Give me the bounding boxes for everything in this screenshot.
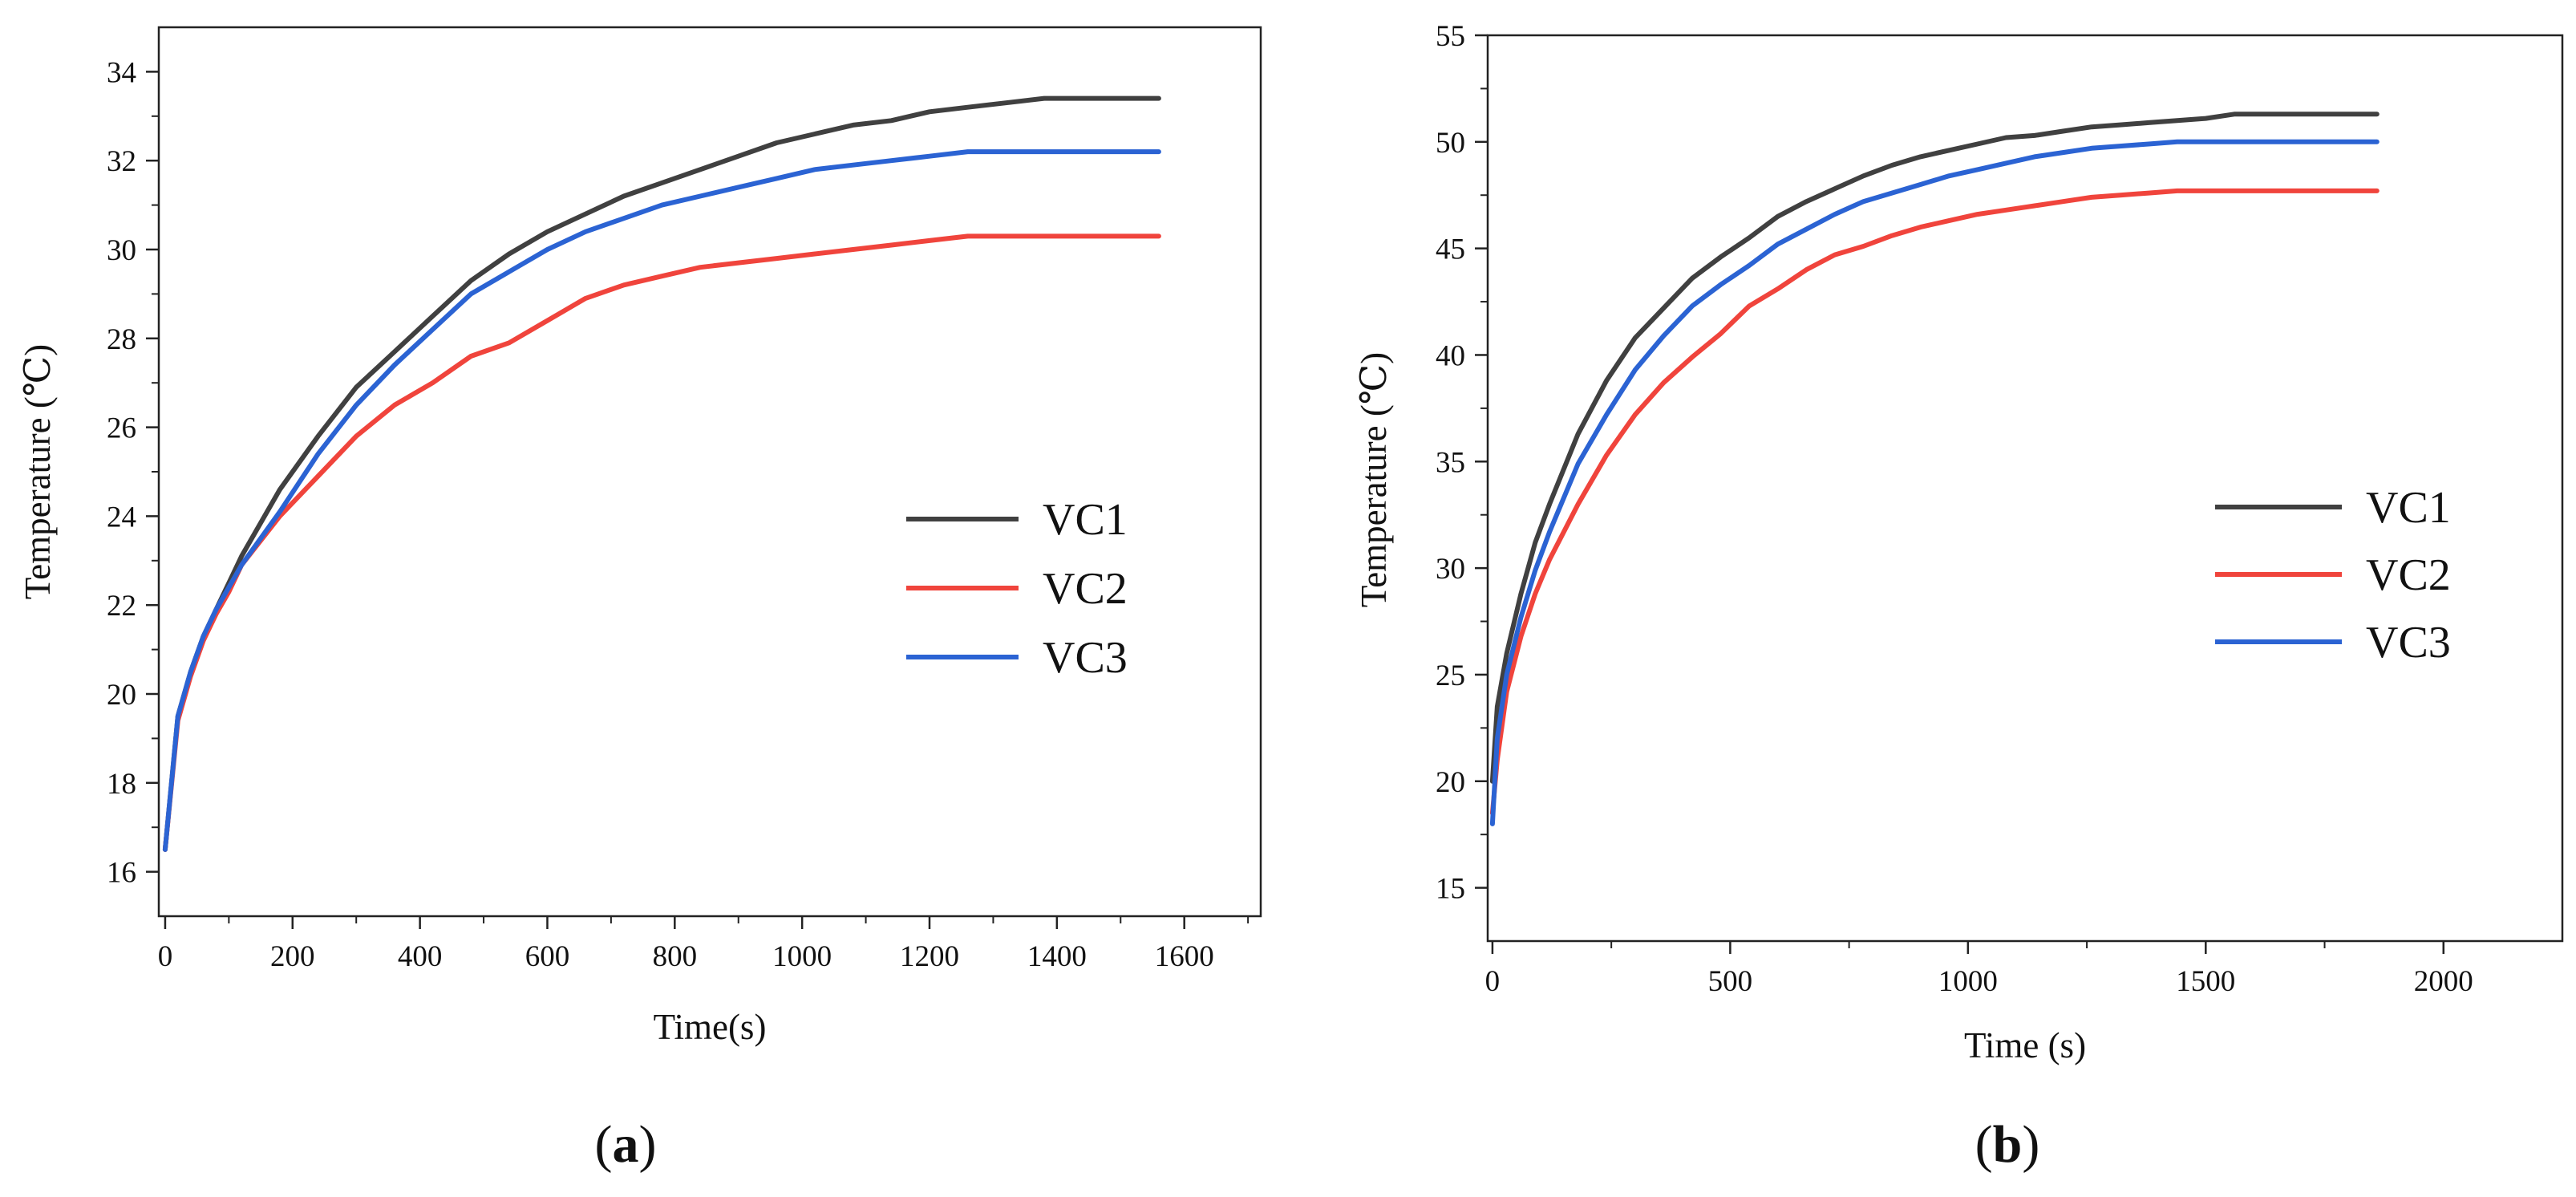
x-tick-label: 1200 bbox=[900, 940, 959, 973]
legend-label-vc2: VC2 bbox=[2366, 550, 2451, 600]
x-tick-label: 0 bbox=[158, 940, 173, 973]
y-tick-label: 34 bbox=[107, 56, 136, 89]
y-tick-label: 40 bbox=[1436, 339, 1465, 372]
x-tick-label: 200 bbox=[270, 940, 315, 973]
y-tick-label: 32 bbox=[107, 145, 136, 178]
x-tick-label: 2000 bbox=[2414, 965, 2473, 998]
x-tick-label: 1000 bbox=[772, 940, 832, 973]
series-line-vc2 bbox=[1489, 188, 2380, 816]
y-tick-label: 25 bbox=[1436, 659, 1465, 692]
y-tick-label: 26 bbox=[107, 412, 136, 445]
legend-label-vc1: VC1 bbox=[2366, 483, 2451, 533]
legend-label-vc3: VC3 bbox=[1043, 633, 1128, 683]
x-axis-label: Time (s) bbox=[1964, 1025, 2086, 1065]
x-tick-label: 600 bbox=[525, 940, 570, 973]
y-tick-label: 30 bbox=[1436, 553, 1465, 586]
x-tick-label: 400 bbox=[398, 940, 443, 973]
series-line-vc1 bbox=[1489, 112, 2380, 784]
y-tick-label: 20 bbox=[1436, 766, 1465, 799]
y-tick-label: 50 bbox=[1436, 127, 1465, 160]
x-tick-label: 1400 bbox=[1027, 940, 1087, 973]
legend: VC1 VC2 VC3 bbox=[906, 495, 1128, 683]
y-tick-label: 28 bbox=[107, 323, 136, 356]
y-tick-label: 20 bbox=[107, 679, 136, 712]
legend-label-vc1: VC1 bbox=[1043, 495, 1128, 545]
x-tick-label: 1500 bbox=[2176, 965, 2235, 998]
y-tick-label: 55 bbox=[1436, 20, 1465, 53]
y-tick-label: 18 bbox=[107, 768, 136, 801]
series-line-vc3 bbox=[1489, 139, 2380, 826]
y-axis-label: Temperature (℃) bbox=[1354, 352, 1394, 607]
x-tick-label: 800 bbox=[653, 940, 698, 973]
series-line-vc3 bbox=[162, 149, 1161, 852]
x-tick-label: 1600 bbox=[1155, 940, 1214, 973]
y-tick-label: 15 bbox=[1436, 873, 1465, 906]
legend-label-vc2: VC2 bbox=[1043, 564, 1128, 614]
x-tick-label: 0 bbox=[1485, 965, 1501, 998]
y-tick-label: 16 bbox=[107, 857, 136, 890]
chart-a: 0 200 400 600 800 1000 1200 1400 1600 16 18 20 22 24 2… bbox=[18, 26, 1262, 1174]
panel-label: (a) bbox=[595, 1115, 657, 1174]
x-tick-label: 500 bbox=[1708, 965, 1753, 998]
legend-label-vc3: VC3 bbox=[2366, 618, 2451, 667]
x-tick-label: 1000 bbox=[1938, 965, 1998, 998]
chart-b: 0 500 1000 1500 2000 15 20 25 30 35 40 45 50 55 Time (… bbox=[1354, 20, 2564, 1174]
legend: VC1 VC2 VC3 bbox=[2215, 483, 2451, 667]
y-axis-label: Temperature (℃) bbox=[18, 344, 58, 599]
y-tick-label: 22 bbox=[107, 590, 136, 623]
x-axis-label: Time(s) bbox=[654, 1007, 767, 1047]
panel-label: (b) bbox=[1975, 1115, 2040, 1174]
plot-frame bbox=[1486, 34, 2564, 943]
y-tick-label: 30 bbox=[107, 234, 136, 267]
y-tick-label: 45 bbox=[1436, 233, 1465, 266]
y-tick-label: 24 bbox=[107, 501, 136, 534]
y-tick-label: 35 bbox=[1436, 446, 1465, 479]
